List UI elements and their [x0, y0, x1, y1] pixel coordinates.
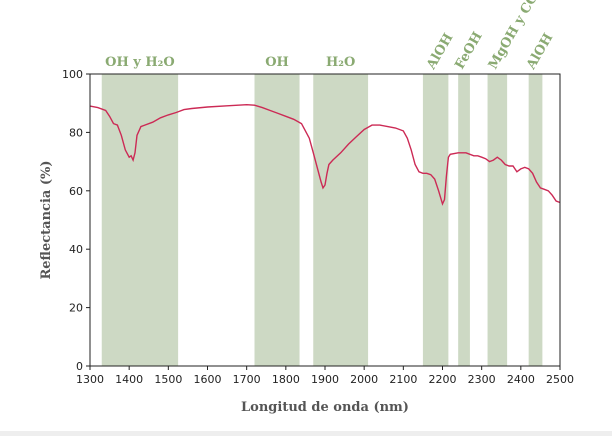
absorption-bands: [101, 74, 543, 366]
band-5: [487, 74, 508, 366]
y-tick-label: 0: [76, 360, 83, 373]
band-label-6: AlOH: [523, 31, 556, 73]
x-tick-label: 2200: [429, 373, 457, 386]
band-label-4: FeOH: [453, 30, 486, 72]
band-label-1: OH: [265, 55, 289, 70]
y-tick-label: 80: [69, 126, 83, 139]
y-axis-ticks: 0 20 40 60 80 100: [62, 68, 90, 373]
band-3: [422, 74, 449, 366]
x-tick-label: 2500: [546, 373, 574, 386]
y-tick-label: 40: [69, 243, 83, 256]
bottom-divider: [0, 431, 612, 436]
band-label-3: AlOH: [424, 31, 457, 73]
x-tick-label: 1900: [311, 373, 339, 386]
y-tick-label: 60: [69, 185, 83, 198]
x-axis-ticks: 1300 1400 1500 1600 1700 1800 1900 2000 2100 2200…: [76, 366, 574, 386]
x-tick-label: 1400: [115, 373, 143, 386]
band-6: [528, 74, 543, 366]
band-4: [458, 74, 470, 366]
x-axis-label: Longitud de onda (nm): [241, 400, 409, 415]
band-2: [313, 74, 369, 366]
y-tick-label: 100: [62, 68, 83, 81]
x-tick-label: 2400: [507, 373, 535, 386]
x-tick-label: 1500: [154, 373, 182, 386]
y-axis-label: Reflectancia (%): [39, 160, 54, 279]
x-tick-label: 2100: [389, 373, 417, 386]
x-tick-label: 1600: [194, 373, 222, 386]
reflectance-series-line: [89, 103, 561, 206]
y-tick-label: 20: [69, 302, 83, 315]
x-tick-label: 2000: [350, 373, 378, 386]
x-tick-label: 1800: [272, 373, 300, 386]
band-label-0: OH y H₂O: [105, 55, 175, 70]
x-tick-label: 2300: [468, 373, 496, 386]
band-0: [101, 74, 179, 366]
x-tick-label: 1700: [233, 373, 261, 386]
x-tick-label: 1300: [76, 373, 104, 386]
band-1: [254, 74, 300, 366]
band-label-2: H₂O: [326, 55, 355, 70]
